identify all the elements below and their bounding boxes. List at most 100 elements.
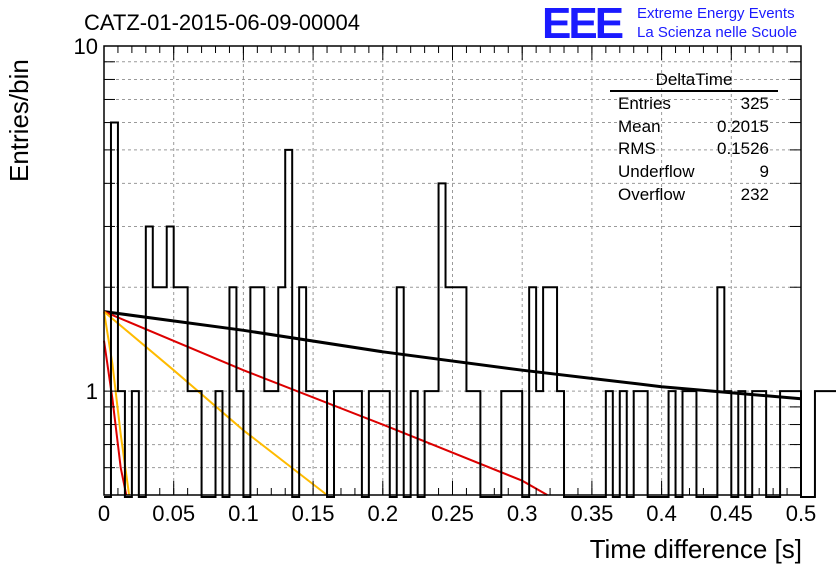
stats-label: Underflow <box>618 162 695 182</box>
histogram-bin <box>683 391 690 495</box>
histogram-bin <box>780 391 787 495</box>
stats-value: 232 <box>740 184 769 204</box>
histogram-bin <box>146 226 153 495</box>
histogram-bin <box>132 391 139 495</box>
x-tick-label: 0.25 <box>431 501 474 526</box>
histogram-bin <box>752 391 759 495</box>
histogram-bin <box>501 391 508 495</box>
histogram-bin <box>432 391 439 495</box>
histogram-bin <box>606 391 613 495</box>
x-tick-label: 0.35 <box>570 501 613 526</box>
histogram-bin <box>411 391 418 495</box>
stats-value: 0.1526 <box>717 139 769 159</box>
histogram-bin <box>271 391 278 495</box>
fit-curve <box>103 310 548 496</box>
histogram-bin <box>320 391 327 495</box>
histogram-bin <box>536 391 543 495</box>
histogram-bin <box>313 391 320 495</box>
x-tick-label: 0.3 <box>507 501 538 526</box>
plot-title: CATZ-01-2015-06-09-00004 <box>84 10 360 35</box>
histogram-bin <box>446 287 453 495</box>
histogram-bin <box>815 391 822 495</box>
stats-value: 9 <box>759 162 769 182</box>
logo-mark: EEE <box>542 0 624 48</box>
histogram-outline <box>104 121 836 498</box>
grid-lines <box>104 46 801 495</box>
histogram-bin <box>466 391 473 495</box>
histogram-bin <box>439 183 446 495</box>
stats-label: Overflow <box>618 184 686 204</box>
x-tick-label: 0.4 <box>646 501 677 526</box>
x-tick-label: 0.05 <box>152 501 195 526</box>
histogram-bin <box>724 391 731 495</box>
histogram-bin <box>515 391 522 495</box>
histogram-bars <box>104 121 836 498</box>
histogram-bin <box>689 391 696 495</box>
stats-label: Mean <box>618 116 661 136</box>
histogram-bin <box>160 287 167 495</box>
histogram-bin <box>383 391 390 495</box>
histogram-bin <box>278 287 285 495</box>
stats-label: Entries <box>618 94 671 113</box>
histogram-bin <box>634 391 641 495</box>
histogram-bin <box>306 391 313 495</box>
histogram-bin <box>195 391 202 495</box>
histogram-bin <box>459 287 466 495</box>
histogram-bin <box>174 287 181 495</box>
histogram-bin <box>397 287 404 495</box>
histogram-bin <box>376 391 383 495</box>
histogram-bin <box>285 150 292 495</box>
histogram-bin <box>453 287 460 495</box>
histogram-bin <box>216 391 223 495</box>
histogram-bin <box>229 287 236 495</box>
histogram-bin <box>111 123 118 495</box>
axis-ticks <box>103 45 802 495</box>
y-tick-label: 10 <box>74 34 98 59</box>
histogram-bin <box>264 391 271 495</box>
histogram-bin <box>738 391 745 495</box>
histogram-bin <box>508 391 515 495</box>
fit-curve <box>103 310 802 401</box>
axis-tick-labels: 0 0.05 0.1 0.15 0.2 0.25 0.3 0.35 0.4 0.45 0.5 1 10 <box>74 34 817 526</box>
fit-curve <box>103 310 328 496</box>
histogram-bin <box>348 391 355 495</box>
histogram-bin <box>334 391 341 495</box>
stats-row: Underflow 9 <box>610 161 778 184</box>
histogram-bin <box>529 287 536 495</box>
x-tick-label: 0.2 <box>368 501 399 526</box>
y-tick-label: 1 <box>86 379 98 404</box>
stats-label: RMS <box>618 139 656 159</box>
y-axis-label: Entries/bin <box>4 59 34 182</box>
histogram-bin <box>550 287 557 495</box>
histogram-bin <box>473 391 480 495</box>
x-tick-label: 0.5 <box>786 501 817 526</box>
histogram-bin <box>250 287 257 495</box>
histogram-bin <box>167 226 174 495</box>
histogram-bin <box>669 391 676 495</box>
histogram-bin <box>369 391 376 495</box>
histogram-bin <box>257 287 264 495</box>
histogram-bin <box>641 391 648 495</box>
histogram-bin <box>557 391 564 495</box>
histogram-bin <box>236 391 243 495</box>
stats-row: Mean 0.2015 <box>610 116 778 139</box>
stats-row: Overflow 232 <box>610 184 778 207</box>
x-tick-label: 0.45 <box>710 501 753 526</box>
histogram-bin <box>822 391 829 495</box>
histogram-bin <box>425 391 432 495</box>
histogram-bin <box>188 391 195 495</box>
histogram-bin <box>759 391 766 495</box>
logo-line-2: La Scienza nelle Scuole <box>637 24 798 41</box>
x-axis-label: Time difference [s] <box>589 534 802 564</box>
histogram-bin <box>299 287 306 495</box>
histogram-bin <box>829 391 836 495</box>
stats-row: RMS 0.1526 <box>610 138 778 161</box>
stats-box: DeltaTime Entries 325 Mean 0.2015 RMS 0.… <box>610 70 778 207</box>
histogram-bin <box>717 287 724 495</box>
histogram-bin <box>620 391 627 495</box>
stats-title: DeltaTime <box>610 70 778 92</box>
x-tick-label: 0.15 <box>292 501 335 526</box>
stats-row: Entries 325 <box>610 93 778 116</box>
histogram-bin <box>341 391 348 495</box>
